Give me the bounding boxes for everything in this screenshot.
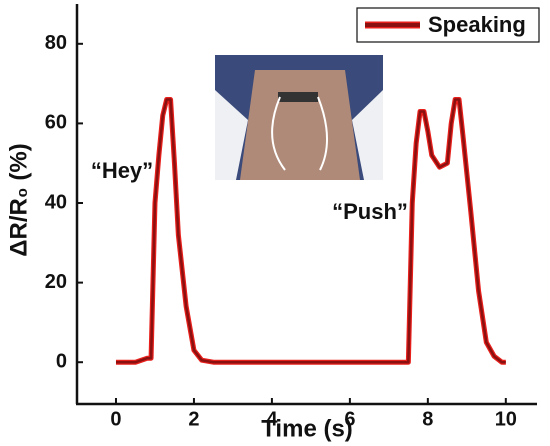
annotation: “Hey” [91, 158, 153, 183]
x-tick-label: 8 [422, 408, 433, 430]
line [115, 98, 506, 364]
x-tick-label: 4 [266, 408, 278, 430]
y-tick-label: 40 [45, 191, 67, 213]
y-tick-label: 60 [45, 112, 67, 134]
x-tick-label: 6 [344, 408, 355, 430]
x-tick-label: 0 [110, 408, 121, 430]
x-axis-title: Time (s) [261, 415, 353, 442]
y-axis-title: ΔR/R₀ (%) [5, 143, 32, 256]
legend-label: Speaking [428, 12, 526, 37]
x-tick-label: 2 [188, 408, 199, 430]
annotation: “Push” [332, 199, 408, 224]
y-tick-label: 0 [56, 350, 67, 372]
y-tick-label: 20 [45, 271, 67, 293]
inset-photo [215, 55, 383, 180]
y-tick-label: 80 [45, 32, 67, 54]
x-tick-label: 10 [495, 408, 517, 430]
